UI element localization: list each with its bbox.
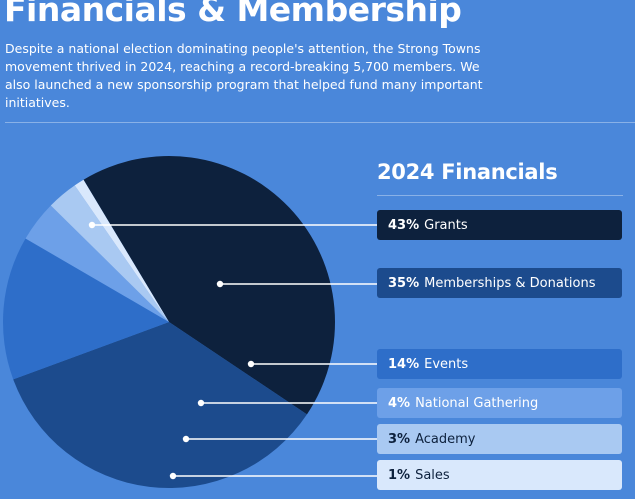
- pie-slice-sales: [74, 179, 169, 322]
- legend-percent: 3%: [388, 431, 411, 447]
- leader-dot: [182, 435, 190, 443]
- pie-slice-grants: [83, 156, 335, 415]
- pie-slice-events: [3, 238, 169, 380]
- legend-label: Events: [424, 356, 469, 372]
- legend-percent: 4%: [388, 395, 411, 411]
- legend-item: 35% Memberships & Donations: [377, 268, 622, 298]
- leader-dot: [247, 360, 255, 368]
- pie-slice-national-gathering: [25, 205, 170, 322]
- legend-label: Grants: [424, 217, 468, 233]
- legend-item: 1% Sales: [377, 460, 622, 490]
- leader-dot: [216, 280, 224, 288]
- pie-slice-academy: [50, 185, 169, 322]
- page-title: Financials & Membership: [4, 0, 462, 29]
- legend-label: Memberships & Donations: [424, 275, 596, 291]
- chart-title-divider: [377, 195, 623, 196]
- chart-title: 2024 Financials: [377, 160, 558, 184]
- legend-item: 3% Academy: [377, 424, 622, 454]
- legend-percent: 43%: [388, 217, 420, 233]
- legend-item: 4% National Gathering: [377, 388, 622, 418]
- pie-slice-memberships-donations: [13, 322, 307, 488]
- legend-label: Sales: [415, 467, 450, 483]
- legend-item: 43% Grants: [377, 210, 622, 240]
- legend-label: National Gathering: [415, 395, 539, 411]
- legend-percent: 35%: [388, 275, 420, 291]
- leader-dot: [88, 221, 96, 229]
- leader-dot: [197, 399, 205, 407]
- section-divider: [5, 122, 635, 123]
- legend-label: Academy: [415, 431, 476, 447]
- legend-percent: 1%: [388, 467, 411, 483]
- leader-dot: [169, 472, 177, 480]
- legend-item: 14% Events: [377, 349, 622, 379]
- intro-paragraph: Despite a national election dominating p…: [5, 41, 483, 110]
- legend-percent: 14%: [388, 356, 420, 372]
